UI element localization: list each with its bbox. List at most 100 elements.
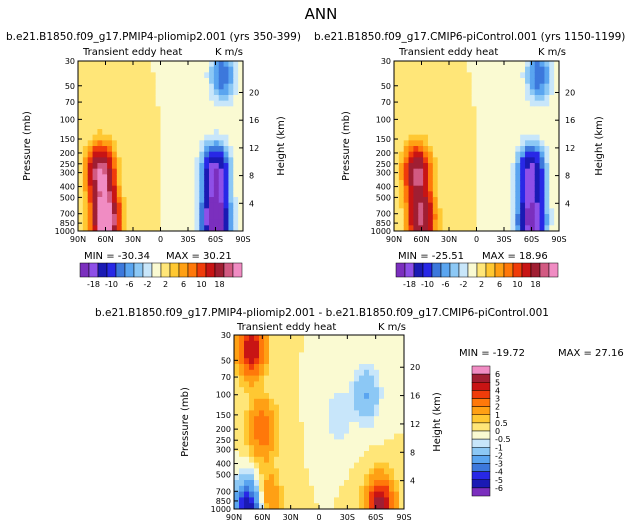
- field-cell: [92, 61, 99, 68]
- field-cell: [264, 451, 270, 458]
- field-cell: [403, 78, 410, 85]
- field-cell: [289, 369, 295, 377]
- field-cell: [399, 375, 404, 382]
- field-cell: [389, 346, 395, 353]
- field-cell: [324, 387, 330, 394]
- field-cell: [78, 129, 84, 136]
- field-cell: [344, 433, 350, 440]
- field-cell: [284, 503, 290, 509]
- field-cell: [184, 208, 191, 215]
- field-cell: [339, 387, 345, 394]
- field-cell: [427, 197, 434, 204]
- panel-3-axes: 90N 60N 30N 0 30S 60S 90S305070100150200250300…: [211, 331, 421, 522]
- field-cell: [554, 191, 559, 198]
- field-cell: [284, 474, 290, 481]
- field-cell: [87, 174, 94, 181]
- field-cell: [223, 78, 230, 85]
- field-cell: [234, 381, 240, 388]
- field-cell: [126, 123, 132, 130]
- field-cell: [544, 112, 550, 119]
- field-cell: [92, 202, 99, 209]
- field-cell: [155, 219, 162, 226]
- field-cell: [189, 106, 196, 113]
- field-cell: [334, 416, 340, 423]
- field-cell: [442, 168, 448, 175]
- field-cell: [442, 89, 448, 96]
- field-cell: [97, 106, 103, 113]
- field-cell: [437, 83, 444, 90]
- field-cell: [314, 474, 320, 481]
- field-cell: [92, 72, 99, 79]
- field-cell: [394, 404, 400, 411]
- field-cell: [304, 398, 310, 406]
- field-cell: [384, 445, 390, 452]
- field-cell: [233, 78, 239, 85]
- field-cell: [344, 439, 350, 446]
- field-cell: [399, 503, 404, 509]
- field-cell: [418, 185, 424, 192]
- field-cell: [150, 78, 157, 85]
- field-cell: [78, 214, 84, 221]
- field-cell: [234, 456, 240, 464]
- field-cell: [505, 100, 512, 107]
- field-cell: [259, 433, 265, 440]
- field-cell: [289, 503, 295, 509]
- field-cell: [423, 180, 429, 187]
- field-cell: [525, 219, 531, 226]
- field-cell: [294, 439, 300, 446]
- field-cell: [515, 168, 521, 175]
- colorbar-box: [115, 262, 126, 278]
- field-cell: [87, 191, 94, 198]
- field-cell: [141, 168, 147, 175]
- colorbar-label: -2: [144, 280, 152, 289]
- field-cell: [319, 491, 325, 498]
- panel-1-min: MIN = -30.34: [84, 251, 150, 262]
- field-cell: [233, 134, 239, 141]
- field-cell: [213, 225, 220, 231]
- field-cell: [111, 157, 118, 164]
- field-cell: [329, 404, 335, 411]
- field-cell: [461, 89, 468, 96]
- field-cell: [389, 456, 395, 464]
- field-cell: [486, 134, 492, 141]
- field-cell: [239, 427, 245, 435]
- field-cell: [515, 185, 521, 192]
- field-cell: [399, 346, 404, 353]
- field-cell: [269, 422, 275, 429]
- field-cell: [364, 358, 370, 365]
- field-cell: [264, 369, 270, 377]
- field-cell: [529, 202, 536, 209]
- field-cell: [324, 416, 330, 423]
- field-cell: [204, 191, 210, 198]
- field-cell: [505, 214, 512, 221]
- field-cell: [294, 340, 300, 348]
- field-cell: [505, 66, 512, 73]
- field-cell: [394, 393, 400, 400]
- field-cell: [461, 157, 468, 164]
- field-cell: [329, 335, 335, 342]
- field-cell: [170, 61, 176, 68]
- field-cell: [179, 123, 186, 130]
- field-cell: [184, 163, 191, 170]
- field-cell: [452, 123, 458, 130]
- field-cell: [539, 112, 546, 119]
- field-cell: [102, 197, 108, 204]
- colorbar-label: -18: [403, 280, 416, 289]
- field-cell: [364, 381, 370, 388]
- field-cell: [279, 456, 285, 464]
- field-cell: [234, 427, 240, 435]
- field-cell: [364, 485, 370, 493]
- field-cell: [403, 208, 410, 215]
- field-cell: [239, 381, 245, 388]
- field-cell: [209, 208, 215, 215]
- panel-1-colorbar: -18 -10 -6 -2 2 6 10 18: [79, 262, 243, 289]
- field-cell: [457, 225, 463, 231]
- field-cell: [354, 404, 360, 411]
- field-cell: [126, 168, 132, 175]
- colorbar-box: [471, 414, 491, 424]
- field-cell: [160, 225, 166, 231]
- field-cell: [491, 134, 497, 141]
- field-cell: [510, 151, 516, 158]
- field-cell: [437, 180, 444, 187]
- field-cell: [394, 123, 400, 130]
